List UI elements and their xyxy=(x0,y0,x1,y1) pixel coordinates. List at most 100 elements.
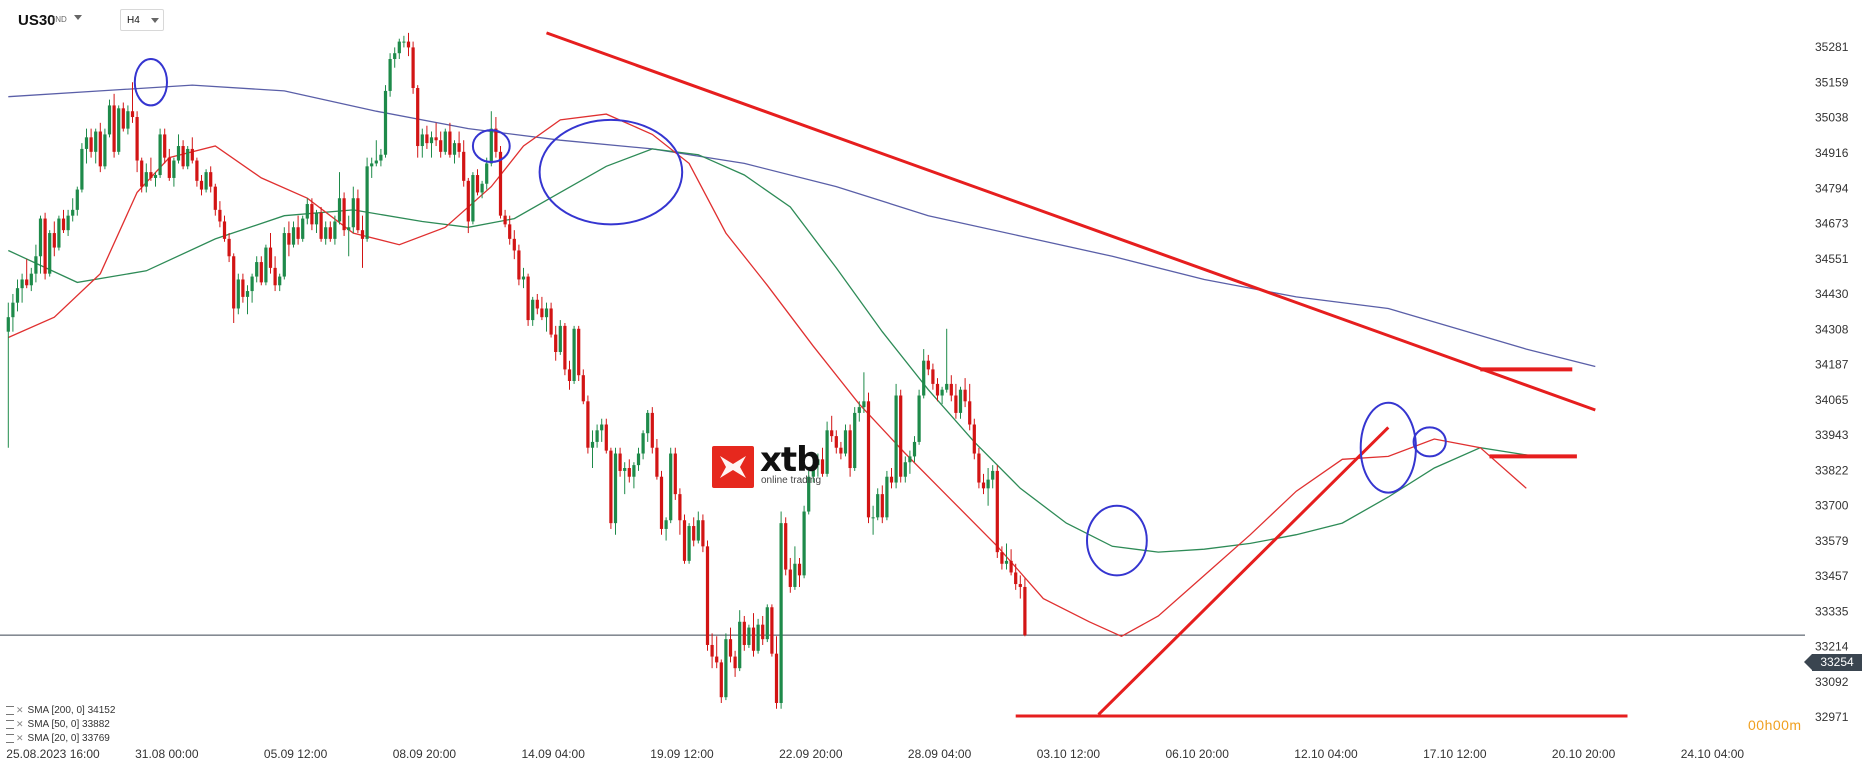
candle-body xyxy=(986,479,990,489)
candle-body xyxy=(715,656,719,663)
legend-item-sma20[interactable]: ✕ SMA [20, 0] 33769 xyxy=(6,731,115,745)
y-tick-label: 33092 xyxy=(1815,675,1849,689)
candle-body xyxy=(857,407,861,413)
y-tick-label: 33700 xyxy=(1815,499,1849,513)
candle-body xyxy=(6,317,10,332)
candle-body xyxy=(894,395,898,483)
candle-body xyxy=(397,41,401,54)
indicator-icon xyxy=(6,719,14,729)
x-tick-label: 08.09 20:00 xyxy=(393,747,457,761)
candle-body xyxy=(765,607,769,640)
candle-body xyxy=(75,189,79,210)
candle-body xyxy=(866,401,871,518)
indicator-legend: ✕ SMA [200, 0] 34152 ✕ SMA [50, 0] 33882 ✕… xyxy=(6,703,115,745)
candle-body xyxy=(590,441,595,448)
candle-body xyxy=(301,218,305,239)
candle-body xyxy=(356,198,360,231)
candle-body xyxy=(462,151,466,181)
close-icon[interactable]: ✕ xyxy=(16,719,24,729)
candle-body xyxy=(34,256,38,274)
symbol-suffix: IND xyxy=(53,15,67,24)
candle-body xyxy=(935,383,940,396)
symbol-dropdown-icon[interactable] xyxy=(74,15,82,20)
close-icon[interactable]: ✕ xyxy=(16,733,24,743)
candle-body xyxy=(112,105,116,152)
candle-body xyxy=(604,424,608,451)
candle-body xyxy=(880,494,884,518)
candle-body xyxy=(912,441,917,457)
y-tick-label: 34308 xyxy=(1815,322,1849,336)
candle-body xyxy=(659,476,664,529)
y-tick-label: 34673 xyxy=(1815,216,1849,230)
time-axis[interactable]: 25.08.2023 16:00 31.08 00:00 05.09 12:00 08… xyxy=(6,747,1744,761)
candle-body xyxy=(871,517,875,519)
y-tick-label: 35281 xyxy=(1815,40,1849,54)
candle-body xyxy=(577,328,581,376)
candle-body xyxy=(853,412,857,469)
candle-body xyxy=(250,276,254,292)
candle-body xyxy=(471,175,475,222)
candle-body xyxy=(908,456,912,463)
candle-body xyxy=(365,166,369,239)
candle-body xyxy=(646,412,650,434)
candle-body xyxy=(103,134,107,167)
candle-body xyxy=(549,308,553,335)
candle-body xyxy=(793,563,797,587)
candle-body xyxy=(121,108,125,129)
price-axis[interactable]: 35281 35159 35038 34916 34794 34673 34551 34430… xyxy=(1815,40,1849,724)
legend-item-sma200[interactable]: ✕ SMA [200, 0] 34152 xyxy=(6,703,115,717)
timeframe-select[interactable]: H4 xyxy=(120,9,164,31)
x-tick-label: 31.08 00:00 xyxy=(135,747,199,761)
candle-body xyxy=(80,148,84,190)
candle-body xyxy=(232,256,236,309)
candle-body xyxy=(945,383,949,390)
close-icon[interactable]: ✕ xyxy=(16,705,24,715)
candle-body xyxy=(388,59,392,91)
candle-body xyxy=(393,53,397,60)
candle-body xyxy=(342,198,346,231)
candle-body xyxy=(623,468,627,471)
indicator-icon xyxy=(6,705,14,715)
chevron-down-icon[interactable] xyxy=(151,18,159,23)
candle-body xyxy=(949,383,953,396)
candle-body xyxy=(402,41,406,43)
timeframe-label: H4 xyxy=(127,15,140,26)
candle-body xyxy=(581,375,585,402)
candle-body xyxy=(282,233,286,277)
candle-body xyxy=(167,157,171,178)
candle-body xyxy=(296,227,300,239)
candle-body xyxy=(140,160,144,187)
candle-body xyxy=(351,198,355,228)
candle-body xyxy=(43,218,47,274)
candle-body xyxy=(259,262,263,283)
candle-body xyxy=(89,137,93,152)
highlight-circle xyxy=(471,129,511,163)
candle-body xyxy=(876,494,880,518)
candle-body xyxy=(586,401,590,448)
candle-body xyxy=(278,276,282,286)
x-tick-label: 17.10 12:00 xyxy=(1423,747,1487,761)
candle-body xyxy=(494,128,498,152)
legend-item-sma50[interactable]: ✕ SMA [50, 0] 33882 xyxy=(6,717,115,731)
candle-body xyxy=(98,131,102,167)
candle-body xyxy=(696,520,700,541)
candle-body xyxy=(337,198,342,222)
candle-body xyxy=(406,41,411,48)
candle-body xyxy=(11,302,15,318)
annotations xyxy=(133,31,1628,718)
candle-body xyxy=(991,470,995,480)
candle-body xyxy=(130,111,135,118)
candle-body xyxy=(931,369,935,384)
candle-body xyxy=(84,137,89,149)
candle-body xyxy=(38,218,43,257)
y-tick-label: 34187 xyxy=(1815,357,1849,371)
candle-body xyxy=(489,128,493,164)
candle-body xyxy=(848,430,852,469)
candle-body xyxy=(701,520,705,547)
symbol-label[interactable]: US30 xyxy=(18,12,56,29)
current-price-tag: 33254 xyxy=(1804,654,1862,671)
candle-body xyxy=(347,227,351,231)
candle-body xyxy=(1023,586,1027,636)
indicator-icon xyxy=(6,733,14,743)
